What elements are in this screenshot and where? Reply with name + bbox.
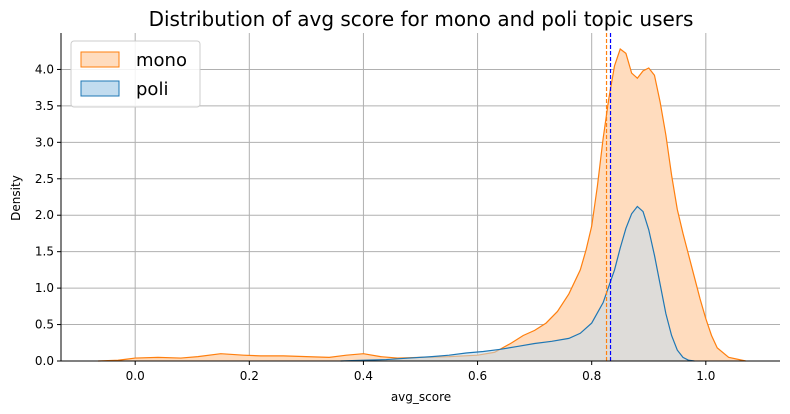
y-ticks: 0.0 0.5 1.0 1.5 2.0 2.5 3.0 3.5 4.0: [35, 62, 61, 368]
x-tick-label-3: 0.6: [468, 369, 487, 383]
chart-title: Distribution of avg score for mono and p…: [149, 7, 694, 31]
axes: [60, 33, 780, 362]
x-axis-label: avg_score: [391, 390, 451, 404]
x-tick-label-0: 0.0: [126, 369, 145, 383]
y-tick-label-5: 2.5: [35, 172, 54, 186]
y-axis-label: Density: [9, 175, 23, 221]
x-tick-label-5: 1.0: [696, 369, 715, 383]
poli-density-line: [340, 205, 695, 362]
y-tick-label-8: 4.0: [35, 62, 54, 76]
mono-density-fill: [98, 49, 746, 361]
y-tick-label-1: 0.5: [35, 318, 54, 332]
mono-density-line: [98, 48, 746, 362]
legend-swatch-poli: [80, 80, 120, 97]
legend-label-mono: mono: [136, 50, 187, 71]
y-tick-label-2: 1.0: [35, 281, 54, 295]
y-tick-label-7: 3.5: [35, 99, 54, 113]
y-tick-label-0: 0.0: [35, 354, 54, 368]
y-tick-label-4: 2.0: [35, 208, 54, 222]
legend: mono poli: [70, 40, 201, 108]
legend-swatch-mono: [80, 51, 120, 68]
poli-density-fill: [340, 206, 695, 361]
x-tick-label-4: 0.8: [582, 369, 601, 383]
legend-label-poli: poli: [136, 79, 168, 100]
x-tick-label-2: 0.4: [354, 369, 373, 383]
y-tick-label-3: 1.5: [35, 245, 54, 259]
x-tick-label-1: 0.2: [240, 369, 259, 383]
y-tick-label-6: 3.0: [35, 135, 54, 149]
mean-lines: [605, 33, 612, 361]
x-ticks: 0.0 0.2 0.4 0.6 0.8 1.0: [126, 361, 715, 383]
